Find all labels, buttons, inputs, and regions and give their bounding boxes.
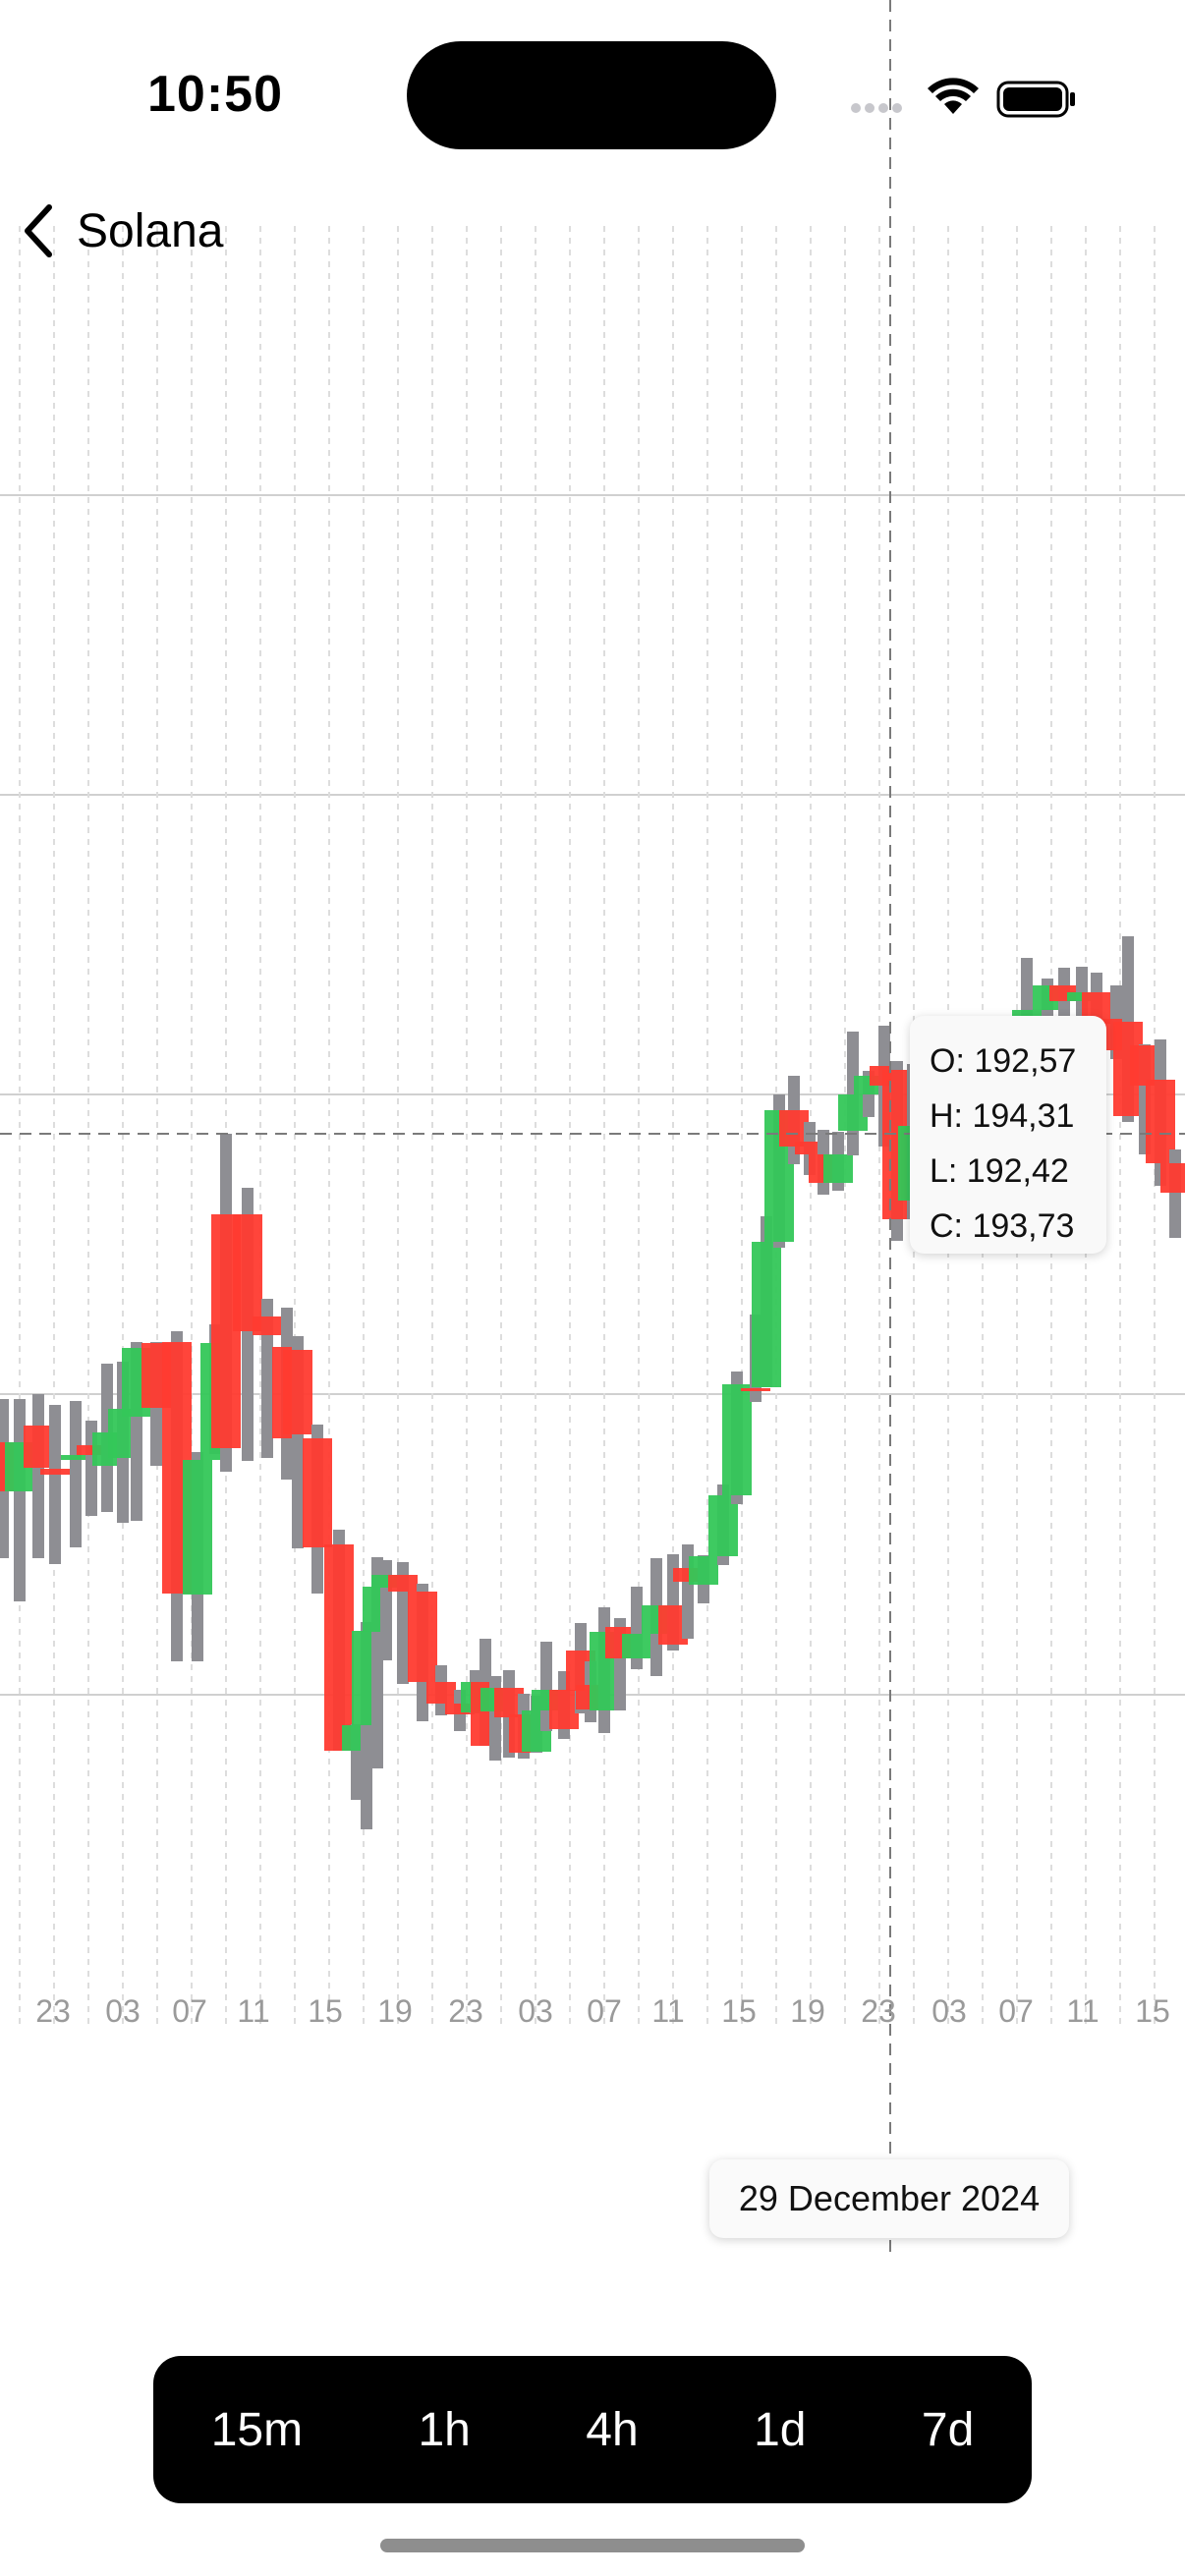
timeframe-7d-button[interactable]: 7d (921, 2403, 975, 2456)
x-tick-label: 07 (587, 1993, 622, 2029)
status-time: 10:50 (147, 66, 283, 123)
x-tick-label: 11 (651, 1993, 684, 2029)
x-tick-label: 07 (172, 1993, 207, 2029)
candle-down (283, 1350, 312, 1434)
timeframe-selector: 15m 1h 4h 1d 7d (153, 2356, 1032, 2503)
candle-down (24, 1426, 53, 1468)
candle-down (426, 1682, 456, 1704)
timeframe-1d-button[interactable]: 1d (754, 2403, 807, 2456)
candle-down (445, 1704, 475, 1714)
candle-wick (261, 1299, 273, 1458)
home-indicator (380, 2539, 805, 2552)
candle-down (233, 1214, 262, 1331)
candle-down (40, 1469, 70, 1475)
x-tick-label: 23 (35, 1993, 71, 2029)
candle-up (722, 1384, 752, 1495)
x-tick-label: 19 (790, 1993, 825, 2029)
battery-icon (996, 81, 1075, 118)
candle-up (183, 1460, 212, 1595)
wifi-icon (928, 78, 979, 114)
candle-down (1146, 1080, 1175, 1163)
candle-down (77, 1445, 106, 1455)
candle-up (622, 1634, 651, 1658)
timeframe-1h-button[interactable]: 1h (418, 2403, 471, 2456)
x-tick-label: 19 (377, 1993, 413, 2029)
timeframe-15m-button[interactable]: 15m (210, 2403, 304, 2456)
x-tick-label: 15 (721, 1993, 757, 2029)
x-tick-label: 03 (931, 1993, 967, 2029)
dynamic-island (407, 41, 776, 149)
candle-down (408, 1592, 437, 1682)
candle-down (741, 1388, 770, 1391)
x-tick-label: 15 (1135, 1993, 1170, 2029)
x-tick-label: 03 (105, 1993, 141, 2029)
timeframe-4h-button[interactable]: 4h (586, 2403, 639, 2456)
x-tick-label: 23 (861, 1993, 896, 2029)
nav-title: Solana (77, 204, 224, 257)
candle-down (1160, 1163, 1185, 1193)
candles (0, 936, 1185, 1829)
candle-up (752, 1242, 781, 1387)
x-tick-label: 11 (237, 1993, 269, 2029)
chevron-left-icon (25, 204, 52, 257)
candlestick-chart[interactable]: 23 03 07 11 15 19 23 03 07 11 15 19 23 03 07 11 15 (0, 0, 1185, 2260)
tooltip-low: L: 192,42 (930, 1152, 1069, 1190)
candle-up (689, 1556, 718, 1585)
candle-up (708, 1495, 738, 1556)
x-tick-label: 03 (518, 1993, 553, 2029)
candle-wick (1169, 1149, 1181, 1238)
x-tick-label: 11 (1066, 1993, 1099, 2029)
tooltip-high: H: 194,31 (930, 1097, 1075, 1135)
candle-down (549, 1690, 579, 1729)
status-icons (851, 78, 1075, 118)
candle-down (388, 1575, 418, 1592)
x-tick-label: 07 (998, 1993, 1034, 2029)
signal-icon (851, 103, 902, 113)
candle-wick (70, 1401, 82, 1547)
candle-down (795, 1142, 824, 1154)
candle-wick (32, 1394, 44, 1558)
crosshair-date-badge: 29 December 2024 (709, 2159, 1069, 2238)
candle-up (823, 1154, 853, 1183)
candle-up (61, 1455, 90, 1460)
x-tick-label: 15 (308, 1993, 343, 2029)
candle-down (324, 1544, 354, 1751)
candle-down (303, 1438, 332, 1547)
tooltip-close: C: 193,73 (930, 1207, 1075, 1245)
ohlc-tooltip: O: 192,57 H: 194,31 L: 192,42 C: 193,73 (910, 1016, 1106, 1254)
tooltip-open: O: 192,57 (930, 1042, 1077, 1080)
candle-wick (397, 1562, 409, 1684)
x-tick-label: 23 (448, 1993, 483, 2029)
candle-wick (49, 1405, 61, 1564)
candle-down (253, 1316, 282, 1335)
back-button[interactable]: Solana (18, 196, 254, 265)
x-axis-ticks: 23 03 07 11 15 19 23 03 07 11 15 19 23 03 07 11 15 (35, 1993, 1170, 2029)
